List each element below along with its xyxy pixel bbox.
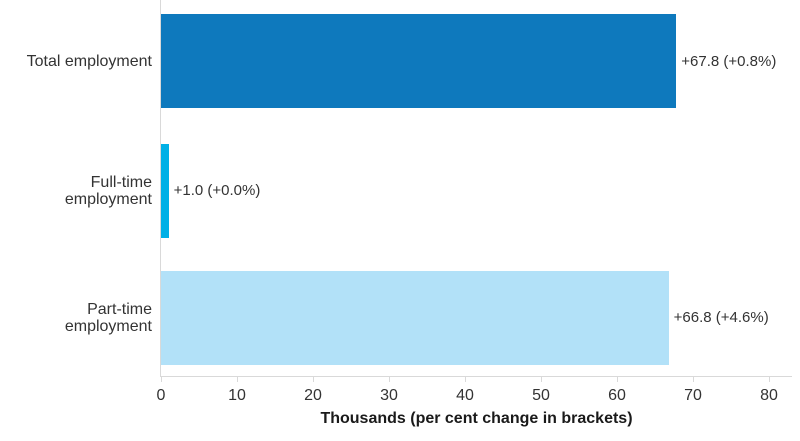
x-tick-mark-0 — [161, 377, 162, 382]
x-tick-label-30: 30 — [380, 387, 398, 404]
bar-value-label-2: +66.8 (+4.6%) — [673, 309, 769, 326]
x-tick-mark-40 — [465, 377, 466, 382]
x-tick-label-60: 60 — [608, 387, 626, 404]
x-axis-title: Thousands (per cent change in brackets) — [320, 410, 633, 427]
bar-1 — [161, 143, 169, 238]
bar-value-label-1: +1.0 (+0.0%) — [173, 182, 261, 199]
category-label-1: Full-time employment — [0, 144, 152, 238]
category-label-line: employment — [64, 190, 152, 208]
x-axis-line — [160, 376, 792, 377]
x-tick-label-70: 70 — [684, 387, 702, 404]
bar-0 — [161, 14, 677, 108]
category-label-2: Part-time employment — [0, 271, 152, 365]
x-tick-label-40: 40 — [456, 387, 474, 404]
x-tick-mark-10 — [237, 377, 238, 382]
x-tick-mark-70 — [693, 377, 694, 382]
x-tick-label-20: 20 — [304, 387, 322, 404]
x-tick-label-10: 10 — [228, 387, 246, 404]
category-label-0: Total employment — [0, 14, 152, 108]
x-tick-mark-30 — [389, 377, 390, 382]
category-label-line: Total employment — [26, 52, 152, 70]
category-label-line: Part-time — [87, 300, 152, 318]
bar-2 — [161, 270, 669, 365]
x-tick-label-80: 80 — [760, 387, 778, 404]
x-tick-label-0: 0 — [156, 387, 166, 404]
x-tick-mark-60 — [617, 377, 618, 382]
x-tick-mark-20 — [313, 377, 314, 382]
x-tick-label-50: 50 — [532, 387, 550, 404]
bar-value-label-0: +67.8 (+0.8%) — [681, 52, 777, 70]
x-tick-mark-50 — [541, 377, 542, 382]
x-tick-mark-80 — [769, 377, 770, 382]
category-label-line: employment — [64, 317, 152, 335]
y-axis-line — [160, 0, 161, 377]
category-label-line: Full-time — [90, 173, 152, 191]
